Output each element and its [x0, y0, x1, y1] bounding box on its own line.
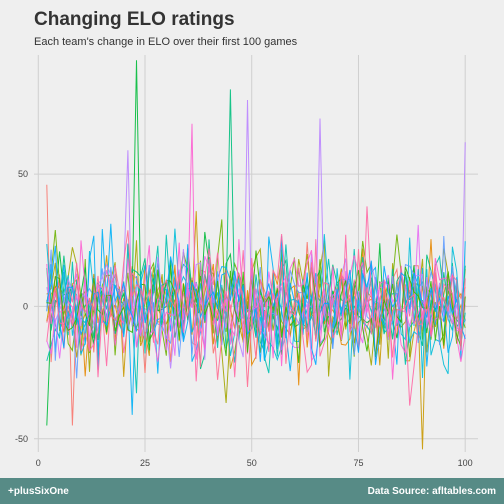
footer-source: Data Source: afltables.com [367, 486, 496, 497]
series-line [46, 223, 466, 415]
series-line [46, 184, 466, 426]
series-line [46, 250, 466, 364]
series-line [46, 123, 466, 380]
x-tick-label: 0 [36, 458, 41, 468]
footer-bar: +plusSixOne Data Source: afltables.com [0, 478, 504, 504]
x-tick-label: 100 [458, 458, 473, 468]
series-lines [46, 60, 466, 450]
x-tick-label: 50 [247, 458, 257, 468]
chart-title: Changing ELO ratings [34, 9, 235, 30]
y-tick-label: 50 [18, 169, 28, 179]
series-line [46, 245, 466, 365]
x-tick-label: 75 [353, 458, 363, 468]
chart-subtitle: Each team's change in ELO over their fir… [34, 36, 298, 48]
footer-brand: +plusSixOne [8, 486, 69, 497]
axis-tick-labels: 0 25 50 75 100 50 0 -50 [15, 169, 473, 468]
line-chart: 0 25 50 75 100 50 0 -50 [15, 55, 478, 468]
series-line [46, 230, 466, 388]
y-tick-label: 0 [23, 301, 28, 311]
y-tick-label: -50 [15, 434, 28, 444]
x-tick-label: 25 [140, 458, 150, 468]
